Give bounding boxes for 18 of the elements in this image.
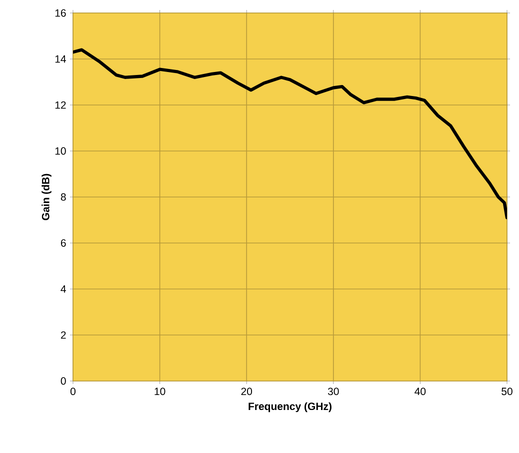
y-tick-label: 2 (60, 331, 66, 339)
x-tick-label: 50 (502, 388, 512, 396)
y-tick-label: 14 (55, 55, 66, 63)
y-axis-title: Gain (dB) (42, 174, 52, 220)
y-tick-label: 0 (60, 377, 66, 385)
y-tick-label: 8 (60, 193, 66, 201)
x-tick-label: 30 (328, 388, 339, 396)
x-axis-title: Frequency (GHz) (248, 402, 332, 412)
x-tick-label: 20 (241, 388, 252, 396)
line-series (73, 48, 507, 220)
y-tick-label: 4 (60, 285, 66, 293)
x-tick-label: 0 (70, 388, 76, 396)
y-tick-label: 12 (55, 101, 66, 109)
x-tick-label: 10 (154, 388, 166, 396)
y-tick-label: 16 (55, 9, 66, 17)
y-tick-label: 6 (60, 239, 66, 247)
y-tick-label: 10 (55, 147, 66, 155)
x-tick-label: 40 (414, 388, 426, 396)
